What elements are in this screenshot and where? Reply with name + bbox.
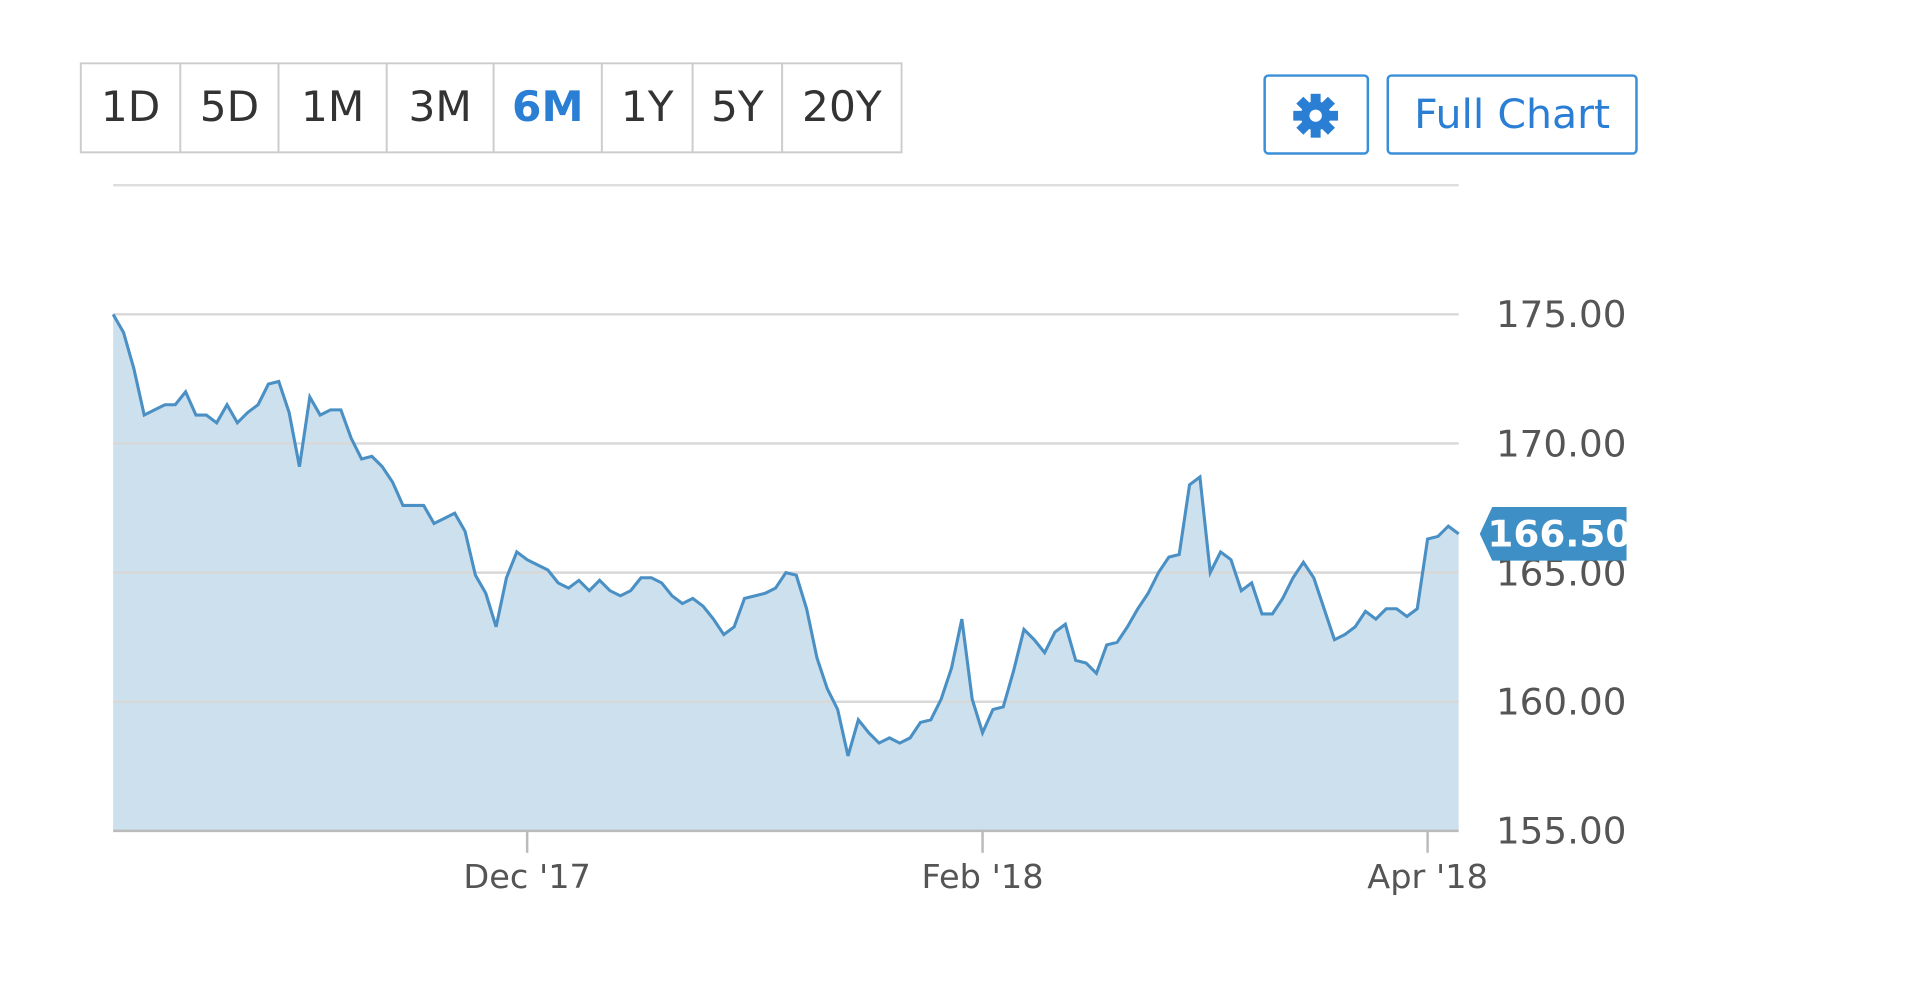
- range-button-label: 1M: [301, 82, 364, 130]
- range-button[interactable]: [385, 62, 495, 154]
- range-button-label: 5Y: [711, 82, 764, 130]
- range-button-label: 5D: [200, 82, 259, 130]
- y-tick-label: 170.00: [1496, 423, 1626, 466]
- full-chart-button[interactable]: [1386, 74, 1638, 155]
- x-tick-label: Dec '17: [463, 857, 591, 896]
- last-price-badge: [1479, 507, 1627, 561]
- range-button-label: 1D: [101, 82, 160, 130]
- full-chart-label: Full Chart: [1414, 90, 1610, 138]
- x-tick-label: Feb '18: [922, 857, 1044, 896]
- range-button-label: 1Y: [621, 82, 674, 130]
- range-button[interactable]: [781, 62, 903, 154]
- range-button-label: 20Y: [802, 82, 882, 130]
- price-line: [111, 313, 1460, 757]
- range-button-label: 3M: [409, 82, 472, 130]
- y-tick-label: 175.00: [1496, 293, 1626, 336]
- y-tick-label: 160.00: [1496, 681, 1626, 724]
- range-button[interactable]: [79, 62, 182, 154]
- x-tick-label: Apr '18: [1367, 857, 1488, 896]
- gear-icon: [1293, 93, 1339, 138]
- last-price-label: 166.50: [1487, 513, 1631, 556]
- range-button[interactable]: [492, 62, 603, 154]
- range-button[interactable]: [179, 62, 280, 154]
- y-tick-label: 155.00: [1496, 810, 1626, 853]
- range-button[interactable]: [600, 62, 694, 154]
- range-button-label: 6M: [512, 82, 583, 130]
- range-button[interactable]: [691, 62, 784, 154]
